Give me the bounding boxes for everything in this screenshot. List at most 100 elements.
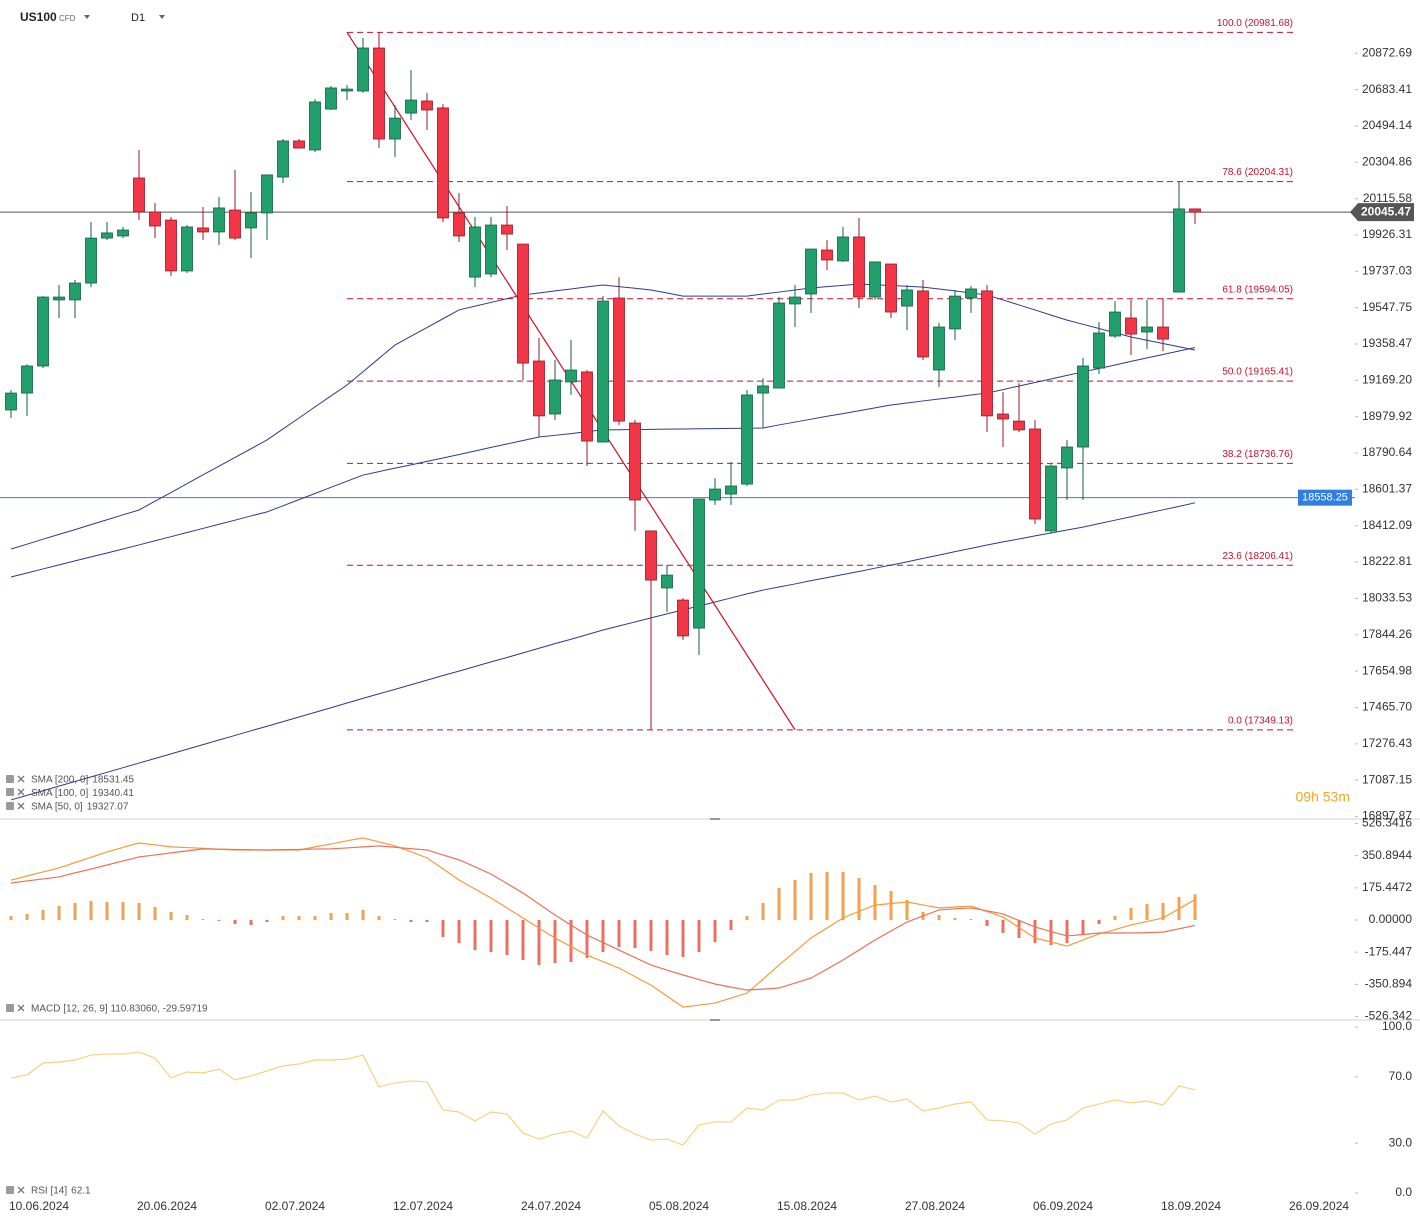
macd-histogram-bar	[1049, 920, 1053, 946]
y-tick-label: 18412.09	[1362, 518, 1412, 532]
candle-body	[341, 88, 353, 92]
timeframe-dropdown[interactable]	[159, 15, 165, 19]
y-tick-label: 20494.14	[1362, 118, 1412, 132]
candle-body	[709, 488, 721, 501]
macd-histogram-bar	[761, 902, 765, 920]
legend-value: 19327.07	[87, 802, 129, 813]
candle-body	[165, 219, 177, 272]
macd-histogram-bar	[777, 887, 781, 920]
macd-histogram-bar	[361, 909, 365, 920]
legend-icon[interactable]	[6, 1004, 14, 1012]
candle-body	[629, 422, 641, 501]
price-label: 20045.47	[1361, 204, 1411, 218]
y-tick-label: 175.4472	[1362, 880, 1412, 894]
timeframe[interactable]: D1	[131, 12, 145, 24]
y-tick-label: -350.894	[1365, 977, 1413, 991]
candle-body	[965, 288, 977, 299]
indicator-line	[10, 1051, 1196, 1146]
macd-histogram-bar	[441, 920, 445, 938]
macd-histogram-bar	[185, 915, 189, 920]
legend-icon[interactable]	[6, 1186, 14, 1194]
legend-name: SMA [100, 0]	[31, 788, 88, 799]
x-tick-label: 20.06.2024	[137, 1199, 197, 1213]
y-tick-label: 19737.03	[1362, 263, 1412, 277]
y-tick-label: 17087.15	[1362, 772, 1412, 786]
legend-value: 18531.45	[92, 775, 134, 786]
y-tick-label: 18601.37	[1362, 482, 1412, 496]
macd-histogram-bar	[841, 871, 845, 920]
macd-histogram-bar	[1017, 920, 1021, 938]
fib-label: 38.2 (18736.76)	[1222, 449, 1293, 460]
macd-histogram-bar	[745, 915, 749, 920]
macd-histogram-bar	[201, 919, 205, 920]
x-tick-label: 24.07.2024	[521, 1199, 581, 1213]
legend-close[interactable]	[17, 775, 25, 1194]
x-tick-label: 02.07.2024	[265, 1199, 325, 1213]
macd-histogram-bar	[377, 915, 381, 920]
macd-histogram-bar	[985, 920, 989, 927]
candle-body	[453, 212, 465, 237]
macd-histogram-bar	[281, 915, 285, 920]
candle-body	[1141, 326, 1153, 333]
symbol-dropdown[interactable]	[84, 15, 90, 19]
y-tick-label: 70.0	[1389, 1069, 1413, 1083]
fib-label: 0.0 (17349.13)	[1228, 715, 1293, 726]
candle-body	[21, 365, 33, 394]
y-tick-label: 16897.87	[1362, 809, 1412, 823]
legend-icon[interactable]	[6, 788, 14, 796]
indicator-line	[10, 502, 1196, 801]
candle-body	[405, 99, 417, 114]
candle-body	[325, 87, 337, 110]
candle-body	[821, 249, 833, 261]
candle-body	[949, 295, 961, 330]
resize-handle[interactable]	[710, 1019, 720, 1021]
y-tick-label: 30.0	[1389, 1135, 1413, 1149]
legend-icon[interactable]	[6, 802, 14, 810]
candle-body	[1189, 208, 1201, 213]
y-tick-label: 18979.92	[1362, 409, 1412, 423]
macd-histogram-bar	[1001, 920, 1005, 934]
resize-handle[interactable]	[710, 818, 720, 820]
symbol[interactable]: US100	[20, 10, 57, 24]
macd-histogram-bar	[1129, 907, 1133, 920]
macd-histogram-bar	[793, 880, 797, 920]
candle-body	[133, 177, 145, 213]
candle-body	[1125, 317, 1137, 335]
market: CFD	[59, 14, 76, 23]
macd-histogram-bar	[953, 917, 957, 920]
x-tick-label: 05.08.2024	[649, 1199, 709, 1213]
fib-label: 78.6 (20204.31)	[1222, 167, 1293, 178]
y-tick-label: 17465.70	[1362, 700, 1412, 714]
candle-body	[869, 261, 881, 298]
countdown: 09h 53m	[1296, 789, 1350, 805]
macd-histogram-bar	[41, 909, 45, 920]
y-tick-label: 350.8944	[1362, 848, 1412, 862]
macd-histogram-bar	[729, 920, 733, 931]
y-tick-label: -175.447	[1365, 944, 1413, 958]
candle-body	[1013, 420, 1025, 431]
candle-body	[1157, 326, 1169, 340]
legend-value: 62.1	[71, 1186, 91, 1197]
macd-histogram-bar	[265, 920, 269, 923]
macd-histogram-bar	[1081, 920, 1085, 936]
macd-histogram-bar	[665, 920, 669, 956]
macd-histogram-bar	[681, 920, 685, 958]
x-tick-label: 10.06.2024	[9, 1199, 69, 1213]
macd-histogram-bar	[153, 906, 157, 920]
candle-body	[885, 263, 897, 313]
candle-body	[149, 211, 161, 227]
candle-body	[725, 485, 737, 495]
legend-icon[interactable]	[6, 775, 14, 783]
candle-body	[437, 107, 449, 219]
candle-body	[197, 227, 209, 233]
macd-histogram-bar	[217, 920, 221, 921]
candle-body	[581, 371, 593, 442]
macd-histogram-bar	[473, 920, 477, 951]
macd-histogram-bar	[313, 915, 317, 920]
price-label-box	[1350, 203, 1414, 222]
candle-body	[421, 100, 433, 111]
y-tick-label: 526.3416	[1362, 816, 1412, 830]
candle-body	[789, 296, 801, 305]
x-tick-label: 27.08.2024	[905, 1199, 965, 1213]
